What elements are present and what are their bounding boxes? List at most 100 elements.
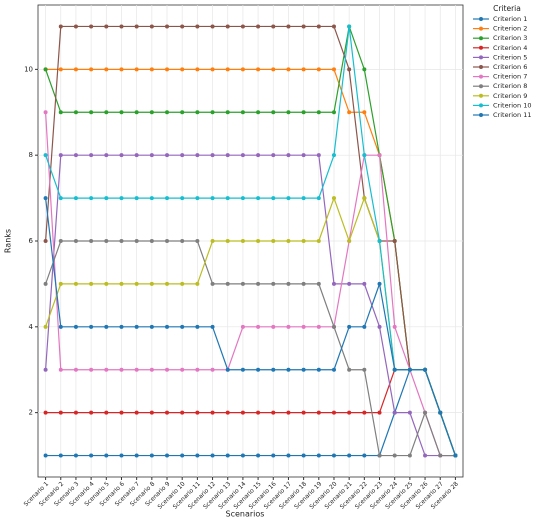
point <box>119 281 124 286</box>
point <box>210 110 215 115</box>
point <box>58 324 63 329</box>
point <box>73 324 78 329</box>
point <box>43 67 48 72</box>
legend-marker <box>479 103 483 108</box>
point <box>271 239 276 243</box>
point <box>89 239 94 243</box>
point <box>256 24 261 29</box>
point <box>240 153 245 158</box>
point <box>73 453 78 458</box>
legend-label: Criterion 5 <box>493 53 527 61</box>
point <box>73 239 78 243</box>
point <box>165 24 170 29</box>
point <box>195 367 200 372</box>
point <box>134 367 139 372</box>
point <box>240 196 245 201</box>
point <box>73 410 78 415</box>
point <box>362 453 367 458</box>
point <box>301 24 306 29</box>
point <box>392 367 397 372</box>
point <box>89 24 94 29</box>
point <box>58 110 63 115</box>
point <box>119 153 124 158</box>
point <box>316 67 321 72</box>
point <box>347 453 352 458</box>
point <box>149 410 154 415</box>
point <box>180 196 185 201</box>
series-line <box>45 369 456 456</box>
point <box>134 110 139 115</box>
point <box>180 410 185 415</box>
point <box>210 239 215 243</box>
point <box>286 67 291 72</box>
point <box>377 324 382 329</box>
point <box>362 324 367 329</box>
point <box>438 410 443 415</box>
point <box>271 110 276 115</box>
point <box>89 67 94 72</box>
point <box>240 410 245 415</box>
point <box>331 324 336 329</box>
point <box>58 67 63 72</box>
legend-label: Criterion 4 <box>493 44 527 52</box>
legend-label: Criterion 2 <box>493 25 527 33</box>
x-axis-label: Scenarios <box>226 510 265 519</box>
point <box>73 367 78 372</box>
legend-marker <box>479 74 483 79</box>
legend-marker <box>479 113 483 117</box>
point <box>240 453 245 458</box>
point <box>58 239 63 243</box>
point <box>134 410 139 415</box>
point <box>89 324 94 329</box>
point <box>301 281 306 286</box>
point <box>134 453 139 458</box>
point <box>195 453 200 458</box>
point <box>225 67 230 72</box>
series-line <box>44 198 456 456</box>
point <box>316 239 321 243</box>
point <box>301 367 306 372</box>
point <box>134 281 139 286</box>
point <box>149 324 154 329</box>
point <box>271 24 276 29</box>
legend-marker <box>479 65 483 69</box>
point <box>301 324 306 329</box>
point <box>240 239 245 243</box>
point <box>362 410 367 415</box>
point <box>58 153 63 158</box>
point <box>286 367 291 372</box>
point <box>438 453 443 458</box>
series-line <box>45 24 456 456</box>
point <box>256 453 261 458</box>
point <box>301 110 306 115</box>
legend-label: Criterion 8 <box>493 82 527 90</box>
point <box>240 324 245 329</box>
point <box>195 239 200 243</box>
point <box>256 367 261 372</box>
point <box>286 153 291 158</box>
point <box>286 281 291 286</box>
point <box>316 24 321 29</box>
point <box>180 67 185 72</box>
point <box>210 367 215 372</box>
point <box>392 453 397 458</box>
point <box>73 153 78 158</box>
point <box>347 239 352 243</box>
point <box>301 239 306 243</box>
point <box>286 239 291 243</box>
point <box>149 67 154 72</box>
point <box>331 196 336 201</box>
point <box>331 410 336 415</box>
point <box>407 410 412 415</box>
point <box>165 281 170 286</box>
point <box>210 196 215 201</box>
legend-label: Criterion 7 <box>493 73 527 81</box>
point <box>362 281 367 286</box>
point <box>73 281 78 286</box>
point <box>316 453 321 458</box>
point <box>316 324 321 329</box>
point <box>240 24 245 29</box>
point <box>210 453 215 458</box>
point <box>301 67 306 72</box>
y-tick-label: 4 <box>29 323 34 331</box>
